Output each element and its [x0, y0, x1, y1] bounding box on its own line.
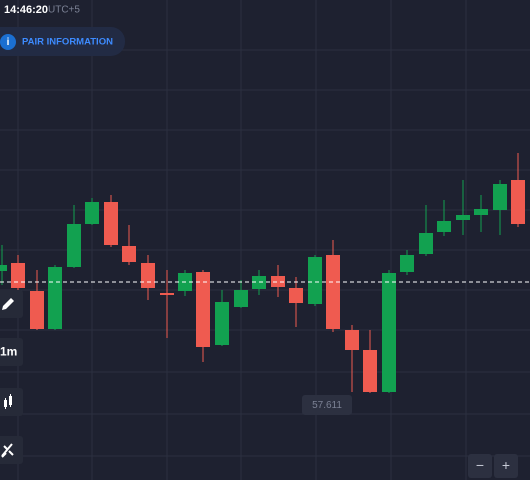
pencil-icon [2, 298, 14, 310]
price-tag-text: 57.611 [312, 400, 342, 411]
timeframe-button[interactable]: 1m [0, 338, 23, 366]
drawing-tool[interactable] [0, 290, 23, 318]
pair-info-bg [0, 27, 125, 56]
tool-bg [0, 436, 23, 464]
timezone: UTC+5 [48, 5, 80, 16]
clock: 14:46:20 [4, 4, 48, 16]
chart-type-button[interactable] [0, 388, 23, 416]
candles-icon [4, 394, 12, 409]
zoom-out-button[interactable]: − [468, 454, 492, 478]
info-icon-glyph: i [7, 37, 10, 48]
indicators-button[interactable] [0, 436, 23, 464]
zoom-in-label: + [502, 457, 510, 473]
timeframe-label: 1m [0, 345, 17, 359]
price-tag-bg [302, 395, 352, 415]
zoom-out-label: − [476, 457, 484, 473]
info-icon [0, 34, 16, 50]
price-tag: 57.611 [302, 395, 352, 415]
satellite-icon [1, 443, 14, 458]
pair-info-button[interactable]: i PAIR INFORMATION [0, 27, 125, 56]
zoom-bg [494, 454, 518, 478]
tool-bg [0, 338, 23, 366]
zoom-in-button[interactable]: + [494, 454, 518, 478]
zoom-bg [468, 454, 492, 478]
tool-bg [0, 290, 23, 318]
pair-info-label: PAIR INFORMATION [22, 37, 113, 48]
